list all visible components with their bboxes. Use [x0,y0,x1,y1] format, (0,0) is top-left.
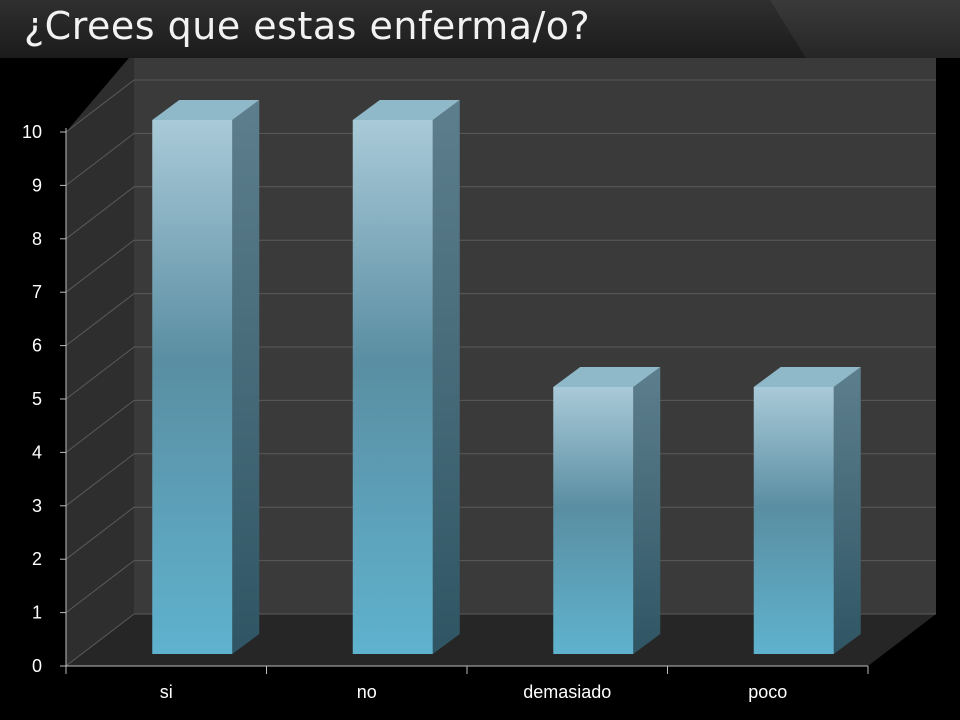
y-tick-label: 2 [32,549,42,569]
y-tick-label: 1 [32,603,42,623]
x-tick-label: no [357,682,377,702]
gridline-side [65,293,135,346]
gridline-side [65,346,135,400]
y-tick-label: 3 [32,496,42,516]
bar-chart-3d: 0 1 2 3 4 5 6 7 8 9 10 si no demasiado poco [22,58,936,702]
slide-title: ¿Crees que estas enferma/o? [24,4,591,48]
bar-si [152,100,260,654]
y-tick-label: 4 [32,442,42,462]
title-bar-decoration [770,0,960,58]
x-tick-label: demasiado [523,682,611,702]
bar-no [352,100,460,654]
bars [152,100,861,654]
bar-side [833,367,861,654]
y-tick-label: 10 [22,122,42,142]
side-wall [66,58,134,666]
back-wall [134,58,936,614]
y-tick-label: 6 [32,336,42,356]
bar-side [432,100,460,654]
x-tick-label: poco [748,682,787,702]
bar-side [232,100,260,654]
gridline-side [65,613,135,667]
bar-top [753,367,861,387]
bar-front [152,120,233,654]
gridline-side [65,186,135,240]
bar-top [152,100,260,120]
gridline-side [65,79,135,133]
bar-top [352,100,460,120]
x-tick-label: si [160,682,173,702]
bar-poco [753,367,861,654]
y-tick-label: 5 [32,389,42,409]
bar-demasiado [553,367,661,654]
y-tick-label: 7 [32,282,42,302]
bar-front [753,387,834,654]
bar-front [553,387,634,654]
bar-side [633,367,661,654]
gridline-side [65,400,135,453]
bar-front [352,120,433,654]
chart-walls [66,58,936,666]
gridline-side [65,133,135,186]
title-bar: ¿Crees que estas enferma/o? [0,0,960,58]
gridline-side [65,560,135,613]
gridline-side [65,506,135,560]
gridline-side [65,453,135,507]
floor [66,614,936,666]
labels: 0 1 2 3 4 5 6 7 8 9 10 si no demasiado poco [22,122,787,702]
y-tick-label: 8 [32,229,42,249]
axes [60,128,869,674]
gridline-side [65,239,135,293]
y-tick-label: 9 [32,175,42,195]
y-tick-label: 0 [32,656,42,676]
bar-top [553,367,661,387]
